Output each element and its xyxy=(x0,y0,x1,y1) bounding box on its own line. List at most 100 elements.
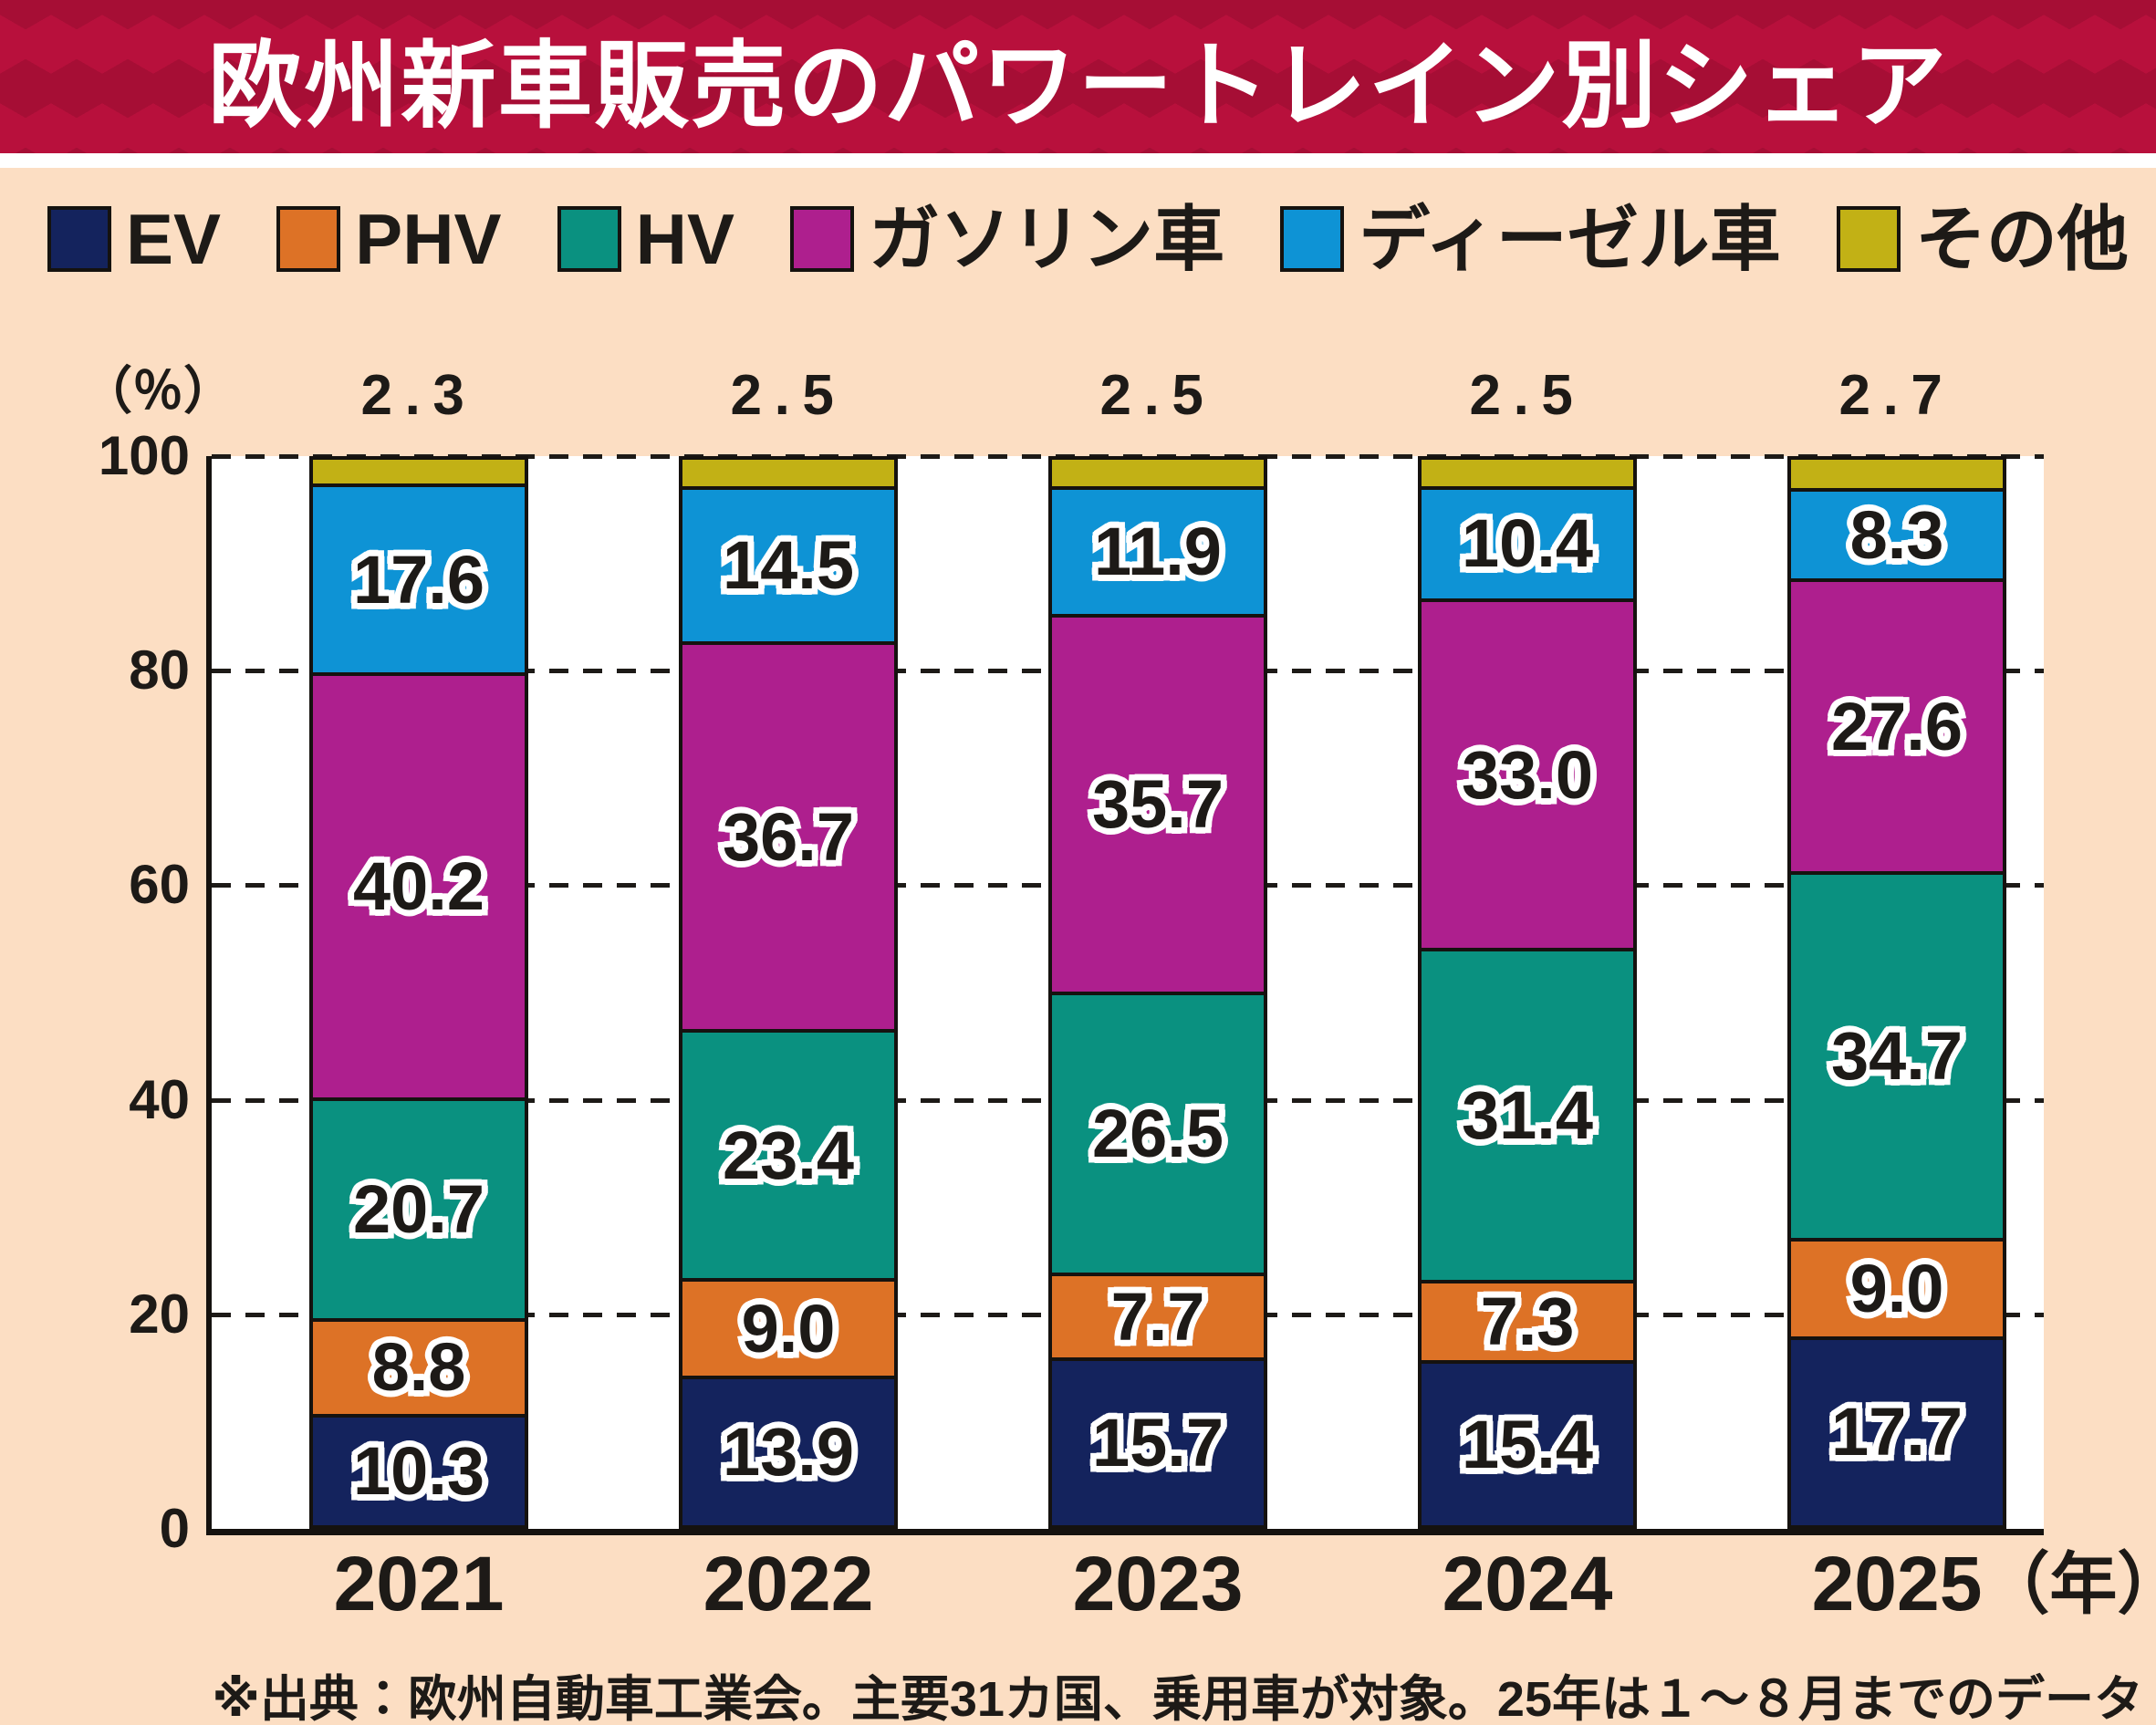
segment-value-text: 7.7 7.7 xyxy=(1105,1277,1211,1356)
y-tick-label: 40 xyxy=(129,1068,190,1130)
bar-segment-ガソリン車: 33.0 33.0 xyxy=(1422,598,1633,948)
segment-value-text: 35.7 35.7 xyxy=(1086,764,1229,844)
segment-value-text: 9.0 9.0 xyxy=(735,1289,841,1368)
segment-value-text: 17.6 17.6 xyxy=(347,540,490,619)
segment-value: 26.5 26.5 xyxy=(1052,995,1264,1273)
segment-value-fill: 9.0 xyxy=(1849,1251,1944,1327)
legend-label: EV xyxy=(126,199,222,279)
segment-value-outline: 9.0 xyxy=(735,1289,841,1368)
segment-value-fill: 10.3 xyxy=(352,1432,485,1509)
other-share-label: 2.5 xyxy=(1469,364,1586,427)
x-tick-label: 2024 xyxy=(1442,1541,1613,1626)
segment-value-text: 13.9 13.9 xyxy=(716,1412,859,1491)
legend-label: HV xyxy=(635,199,735,279)
page-title: 欧州新車販売のパワートレイン別シェア xyxy=(207,33,1949,140)
bar-segment-EV: 15.4 15.4 xyxy=(1422,1360,1633,1525)
segment-value-fill: 8.8 xyxy=(371,1329,466,1406)
y-tick-label: 0 xyxy=(159,1498,190,1559)
segment-value: 13.9 13.9 xyxy=(682,1379,894,1525)
segment-value-fill: 35.7 xyxy=(1091,766,1224,843)
legend-swatch xyxy=(1280,206,1345,272)
segment-value: 23.4 23.4 xyxy=(682,1033,894,1278)
segment-value-outline: 23.4 xyxy=(716,1116,859,1195)
legend-item: PHV xyxy=(276,203,502,275)
bar-segment-その他 xyxy=(1422,460,1633,486)
segment-value-outline: 8.3 xyxy=(1844,495,1950,575)
segment-value-outline: 31.4 xyxy=(1455,1076,1599,1155)
bar-segment-その他 xyxy=(1052,460,1264,486)
segment-value-text: 8.8 8.8 xyxy=(366,1327,472,1407)
x-tick-label: 2021 xyxy=(333,1541,505,1626)
segment-value-fill: 14.5 xyxy=(722,526,855,603)
x-tick-label: 2025（年） xyxy=(1812,1545,2156,1622)
segment-value-fill: 20.7 xyxy=(352,1170,485,1247)
legend-label: ガソリン車 xyxy=(869,199,1225,279)
bar-segment-EV: 15.7 15.7 xyxy=(1052,1356,1264,1525)
segment-value-text: 34.7 34.7 xyxy=(1825,1016,1968,1096)
segment-value-fill: 15.4 xyxy=(1461,1406,1594,1482)
segment-value-fill: 10.4 xyxy=(1461,505,1594,582)
legend-item: その他 xyxy=(1836,203,2129,275)
segment-value-outline: 14.5 xyxy=(716,525,859,605)
segment-value-outline: 27.6 xyxy=(1825,687,1968,766)
segment-value-fill: 13.9 xyxy=(722,1414,855,1491)
segment-value-text: 27.6 27.6 xyxy=(1825,687,1968,766)
bar-segment-ディーゼル車: 8.3 8.3 xyxy=(1791,488,2003,579)
bar-segment-その他 xyxy=(1791,460,2003,488)
legend-item: EV xyxy=(47,203,221,275)
other-share-label: 2.5 xyxy=(730,364,847,427)
segment-value-outline: 7.3 xyxy=(1474,1282,1580,1361)
legend-swatch xyxy=(1836,206,1901,272)
segment-value-fill: 40.2 xyxy=(352,847,485,924)
segment-value-text: 7.3 7.3 xyxy=(1474,1282,1580,1361)
segment-value-text: 8.3 8.3 xyxy=(1844,495,1950,575)
bar-segment-その他 xyxy=(313,460,525,484)
segment-value-text: 17.7 17.7 xyxy=(1825,1392,1968,1471)
segment-value: 34.7 34.7 xyxy=(1791,875,2003,1238)
segment-value-outline: 33.0 xyxy=(1455,735,1599,815)
segment-value: 10.3 10.3 xyxy=(313,1418,525,1525)
segment-value-text: 31.4 31.4 xyxy=(1455,1076,1599,1155)
segment-value-text: 20.7 20.7 xyxy=(347,1169,490,1249)
segment-value: 9.0 9.0 xyxy=(1791,1242,2003,1335)
segment-value: 17.6 17.6 xyxy=(313,487,525,671)
segment-value-fill: 17.6 xyxy=(352,541,485,618)
segment-value-fill: 36.7 xyxy=(722,798,855,875)
bar-segment-ディーゼル車: 14.5 14.5 xyxy=(682,485,894,642)
other-share-label: 2.5 xyxy=(1099,364,1216,427)
segment-value-text: 33.0 33.0 xyxy=(1455,735,1599,815)
bar-segment-ディーゼル車: 11.9 11.9 xyxy=(1052,485,1264,615)
segment-value: 7.3 7.3 xyxy=(1422,1282,1633,1361)
source-note: ※出典：欧州自動車工業会。主要31カ国、乗用車が対象。25年は１～８月までのデー… xyxy=(212,1672,2143,1725)
segment-value-fill: 7.3 xyxy=(1480,1283,1575,1360)
segment-value-text: 26.5 26.5 xyxy=(1086,1094,1229,1173)
segment-value-outline: 10.4 xyxy=(1455,504,1599,583)
bar-segment-ガソリン車: 35.7 35.7 xyxy=(1052,614,1264,992)
bar-2021: 17.6 17.6 40.2 40.2 20.7 20.7 8.8 8.8 10.3 10.3 xyxy=(309,456,528,1529)
segment-value-text: 10.4 10.4 xyxy=(1455,504,1599,583)
segment-value-outline: 34.7 xyxy=(1825,1016,1968,1096)
x-axis-unit-suffix: （年） xyxy=(1982,1546,2156,1622)
bar-2025: 8.3 8.3 27.6 27.6 34.7 34.7 9.0 9.0 17.7 17.7 xyxy=(1787,456,2006,1529)
legend-swatch xyxy=(790,206,855,272)
bar-2023: 11.9 11.9 35.7 35.7 26.5 26.5 7.7 7.7 15.7 15.7 xyxy=(1048,456,1267,1529)
segment-value-fill: 9.0 xyxy=(741,1290,836,1366)
y-tick-label: 100 xyxy=(98,425,190,486)
segment-value-text: 15.4 15.4 xyxy=(1455,1405,1599,1484)
plot-area: 17.6 17.6 40.2 40.2 20.7 20.7 8.8 8.8 10.3 10.3 14… xyxy=(206,454,2044,1535)
segment-value-outline: 9.0 xyxy=(1844,1249,1950,1328)
bar-segment-PHV: 9.0 9.0 xyxy=(1791,1238,2003,1336)
legend: EV PHV HV ガソリン車 ディーゼル車 その他 xyxy=(47,203,2129,275)
segment-value-outline: 35.7 xyxy=(1086,764,1229,844)
bar-2024: 10.4 10.4 33.0 33.0 31.4 31.4 7.3 7.3 15.4 15.4 xyxy=(1418,456,1637,1529)
bar-segment-HV: 31.4 31.4 xyxy=(1422,947,1633,1281)
x-tick-label: 2022 xyxy=(703,1541,874,1626)
segment-value-fill: 23.4 xyxy=(722,1117,855,1193)
segment-value: 35.7 35.7 xyxy=(1052,618,1264,992)
segment-value-fill: 7.7 xyxy=(1110,1278,1205,1355)
x-tick-label: 2023 xyxy=(1072,1541,1244,1626)
bar-2022: 14.5 14.5 36.7 36.7 23.4 23.4 9.0 9.0 13.9 13.9 xyxy=(679,456,898,1529)
segment-value-fill: 33.0 xyxy=(1461,736,1594,813)
segment-value-fill: 27.6 xyxy=(1830,688,1963,764)
